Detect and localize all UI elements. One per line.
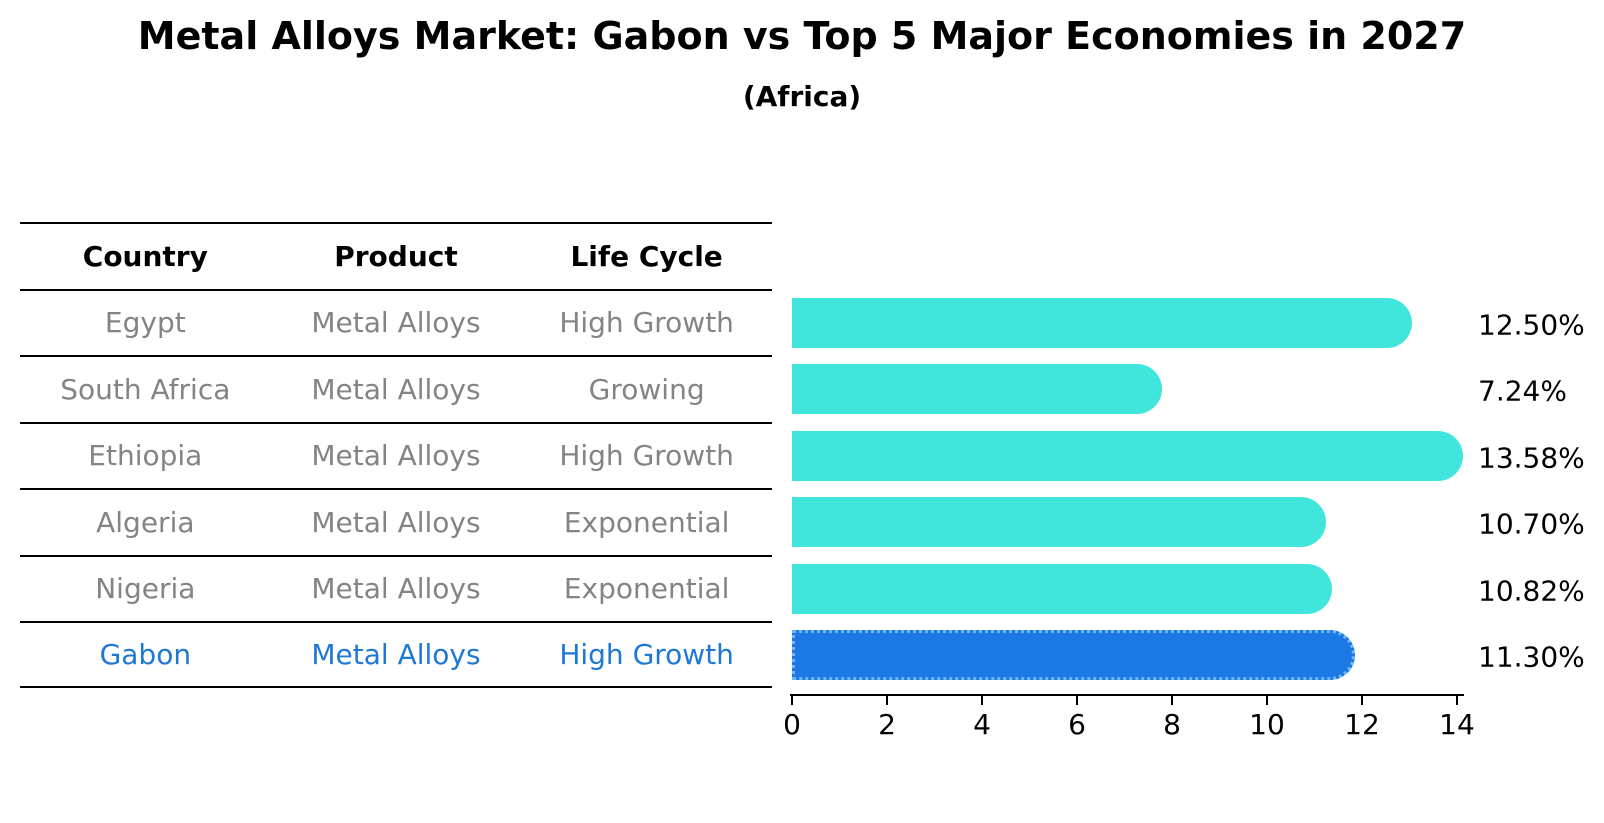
bar-algeria	[792, 497, 1327, 548]
table-row-algeria: Algeria Metal Alloys Exponential	[20, 488, 772, 555]
x-axis-tick	[886, 696, 888, 705]
value-label-ethiopia: 13.58%	[1478, 441, 1585, 475]
cell-country: Egypt	[104, 306, 186, 340]
chart-subtitle: (Africa)	[742, 80, 862, 113]
cell-country: South Africa	[60, 372, 231, 406]
x-axis-tick-label: 10	[1249, 708, 1285, 741]
x-axis-tick	[1076, 696, 1078, 705]
table-row-egypt: Egypt Metal Alloys High Growth	[20, 288, 772, 356]
x-axis-tick	[1456, 696, 1458, 705]
col-header-life-cycle: Life Cycle	[570, 239, 723, 273]
value-label-gabon: 11.30%	[1478, 640, 1585, 674]
table-header-row: Country Product Life Cycle	[20, 222, 772, 289]
cell-life-cycle: High Growth	[559, 637, 734, 671]
comparison-table: Country Product Life Cycle Egypt Metal A…	[20, 222, 772, 688]
x-axis-tick	[981, 696, 983, 705]
cell-product: Metal Alloys	[311, 372, 481, 406]
value-label-south-africa: 7.24%	[1478, 374, 1567, 408]
x-axis-tick	[1171, 696, 1173, 705]
bar-gabon-highlighted	[792, 630, 1355, 680]
bar-egypt	[792, 298, 1412, 348]
x-axis-tick	[791, 696, 793, 705]
cell-product: Metal Alloys	[311, 637, 481, 671]
chart-title: Metal Alloys Market: Gabon vs Top 5 Majo…	[137, 14, 1467, 58]
bar-south-africa	[792, 364, 1162, 415]
cell-product: Metal Alloys	[311, 439, 481, 473]
x-axis-tick-label: 12	[1344, 708, 1380, 741]
cell-country: Algeria	[96, 505, 195, 539]
x-axis-tick-label: 14	[1439, 708, 1475, 741]
value-label-nigeria: 10.82%	[1478, 574, 1585, 608]
cell-country: Nigeria	[95, 572, 196, 606]
x-axis-tick	[1266, 696, 1268, 705]
cell-product: Metal Alloys	[311, 505, 481, 539]
x-axis-tick-label: 0	[783, 708, 801, 741]
cell-country: Ethiopia	[88, 439, 203, 473]
value-label-egypt: 12.50%	[1478, 308, 1585, 342]
table-row-nigeria: Nigeria Metal Alloys Exponential	[20, 554, 772, 622]
cell-product: Metal Alloys	[311, 572, 481, 606]
table-row-south-africa: South Africa Metal Alloys Growing	[20, 355, 772, 422]
x-axis-line	[790, 694, 1464, 696]
bar-nigeria	[792, 563, 1332, 614]
cell-country: Gabon	[99, 637, 192, 671]
x-axis-tick-label: 2	[878, 708, 896, 741]
cell-life-cycle: High Growth	[559, 306, 734, 340]
x-axis-tick	[1361, 696, 1363, 705]
cell-life-cycle: Growing	[588, 372, 705, 406]
cell-life-cycle: Exponential	[563, 572, 730, 606]
table-row-gabon-highlighted: Gabon Metal Alloys High Growth	[20, 621, 772, 688]
cell-life-cycle: Exponential	[563, 505, 730, 539]
col-header-country: Country	[82, 239, 208, 273]
cell-product: Metal Alloys	[311, 306, 481, 340]
x-axis-tick-label: 8	[1163, 708, 1181, 741]
value-label-algeria: 10.70%	[1478, 507, 1585, 541]
cell-life-cycle: High Growth	[559, 439, 734, 473]
table-row-ethiopia: Ethiopia Metal Alloys High Growth	[20, 421, 772, 489]
bar-ethiopia	[792, 430, 1464, 481]
x-axis-tick-label: 4	[973, 708, 991, 741]
x-axis-tick-label: 6	[1068, 708, 1086, 741]
col-header-product: Product	[334, 239, 458, 273]
